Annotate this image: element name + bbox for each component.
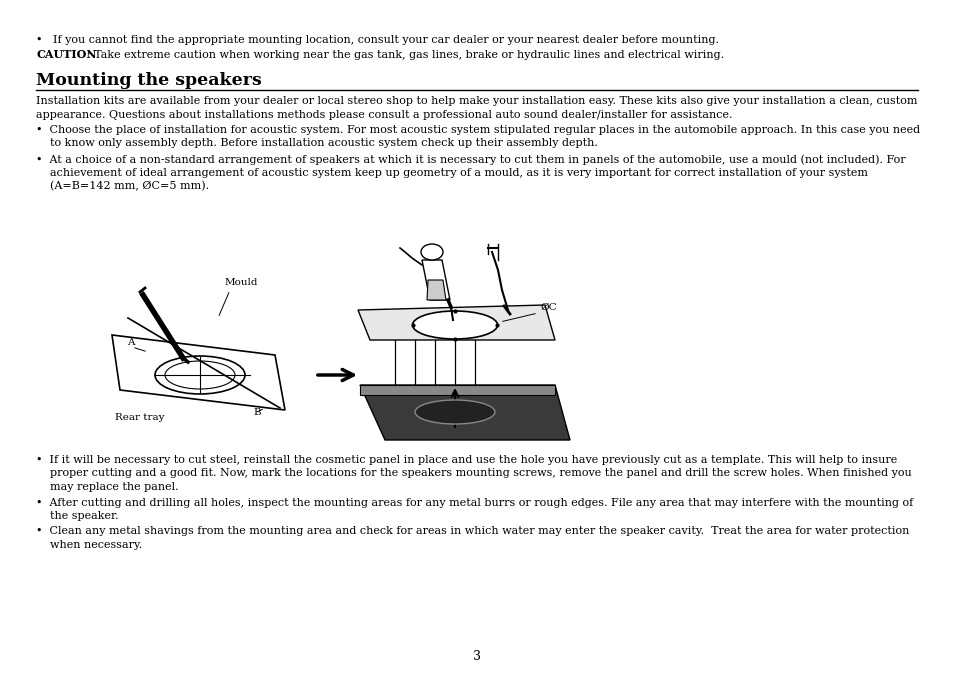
Text: •  If it will be necessary to cut steel, reinstall the cosmetic panel in place a: • If it will be necessary to cut steel, … [36,455,897,465]
Text: Mould: Mould [225,278,258,287]
Text: •  Clean any metal shavings from the mounting area and check for areas in which : • Clean any metal shavings from the moun… [36,526,908,537]
Text: proper cutting and a good fit. Now, mark the locations for the speakers mounting: proper cutting and a good fit. Now, mark… [36,468,911,479]
Text: CAUTION: CAUTION [36,49,96,61]
Text: to know only assembly depth. Before installation acoustic system check up their : to know only assembly depth. Before inst… [36,138,598,148]
Polygon shape [427,280,446,300]
Text: the speaker.: the speaker. [36,511,119,521]
Text: •   If you cannot find the appropriate mounting location, consult your car deale: • If you cannot find the appropriate mou… [36,35,719,45]
Text: A: A [127,338,134,347]
Polygon shape [359,385,569,440]
Text: •  At a choice of a non-standard arrangement of speakers at which it is necessar: • At a choice of a non-standard arrangem… [36,154,905,165]
Ellipse shape [412,311,497,339]
Text: when necessary.: when necessary. [36,540,142,550]
Polygon shape [359,385,555,395]
Polygon shape [357,305,555,340]
Text: •  After cutting and drilling all holes, inspect the mounting areas for any meta: • After cutting and drilling all holes, … [36,497,913,508]
Text: B: B [253,408,260,417]
Text: may replace the panel.: may replace the panel. [36,482,179,492]
Text: Rear tray: Rear tray [115,413,164,422]
Text: achievement of ideal arrangement of acoustic system keep up geometry of a mould,: achievement of ideal arrangement of acou… [36,167,867,178]
Polygon shape [421,260,450,300]
Text: appearance. Questions about installations methods please consult a professional : appearance. Questions about installation… [36,109,732,119]
Ellipse shape [420,244,442,260]
Text: Mounting the speakers: Mounting the speakers [36,72,262,89]
Text: 3: 3 [473,650,480,663]
Text: Installation kits are available from your dealer or local stereo shop to help ma: Installation kits are available from you… [36,96,917,106]
Text: •  Choose the place of installation for acoustic system. For most acoustic syste: • Choose the place of installation for a… [36,125,920,135]
Text: (A=B=142 mm, ØC=5 mm).: (A=B=142 mm, ØC=5 mm). [36,181,209,191]
Ellipse shape [415,400,495,424]
Text: ØC: ØC [539,303,556,312]
Text: : Take extreme caution when working near the gas tank, gas lines, brake or hydra: : Take extreme caution when working near… [87,49,723,59]
